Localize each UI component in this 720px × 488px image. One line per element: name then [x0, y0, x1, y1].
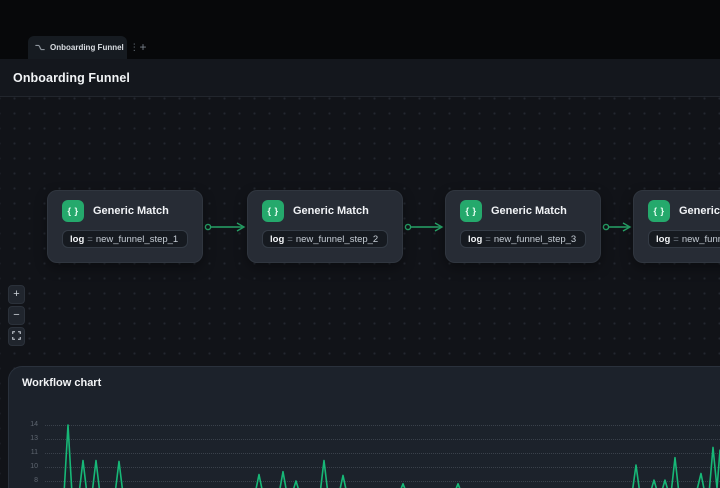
param-key: log	[468, 233, 483, 245]
zoom-in-button[interactable]: +	[8, 285, 25, 304]
chart-title: Workflow chart	[22, 377, 102, 389]
tab-label: Onboarding Funnel	[50, 43, 124, 52]
chart-gridline	[45, 467, 720, 468]
y-axis-tick-label: 11	[30, 449, 38, 456]
tab-onboarding-funnel[interactable]: Onboarding Funnel ⋮	[28, 36, 139, 59]
node-generic-match-3[interactable]: { } Generic Match log = new_funnel_step_…	[445, 190, 601, 263]
y-axis-tick-label: 14	[30, 421, 38, 428]
node-title: Generic Match	[679, 205, 720, 217]
node-header: { } Generic Match	[62, 200, 188, 222]
chart-gridline	[45, 481, 720, 482]
fit-view-button[interactable]	[8, 327, 25, 346]
param-equals: =	[673, 233, 679, 245]
workflow-edge[interactable]	[404, 222, 444, 232]
node-param-pill: log = new_funnel_step_2	[262, 230, 388, 248]
workflow-chart	[63, 424, 720, 488]
node-header: { } Generic Match	[648, 200, 720, 222]
node-generic-match-4[interactable]: { } Generic Match log = new_funnel_step_…	[633, 190, 720, 263]
param-value: new_funnel_step_1	[95, 233, 179, 245]
node-title: Generic Match	[93, 205, 169, 217]
tab-menu-icon[interactable]: ⋮	[129, 42, 139, 52]
fit-view-icon	[12, 331, 21, 340]
param-key: log	[656, 233, 671, 245]
braces-icon: { }	[648, 200, 670, 222]
chart-line	[63, 424, 720, 488]
node-param-pill: log = new_funnel_step_1	[62, 230, 188, 248]
node-header: { } Generic Match	[460, 200, 586, 222]
param-equals: =	[87, 233, 93, 245]
page-title: Onboarding Funnel	[13, 70, 130, 85]
chart-gridline	[45, 425, 720, 426]
tab-strip: Onboarding Funnel ⋮ +	[0, 0, 720, 59]
node-param-pill: log = new_funnel_step_3	[460, 230, 586, 248]
node-title: Generic Match	[491, 205, 567, 217]
param-equals: =	[485, 233, 491, 245]
braces-icon: { }	[460, 200, 482, 222]
workflow-edge[interactable]	[602, 222, 632, 232]
param-value: new_funnel_step_3	[493, 233, 577, 245]
param-value: new_funnel_step_4	[681, 233, 720, 245]
node-generic-match-2[interactable]: { } Generic Match log = new_funnel_step_…	[247, 190, 403, 263]
canvas-zoom-controls: + −	[8, 285, 25, 346]
param-key: log	[70, 233, 85, 245]
node-title: Generic Match	[293, 205, 369, 217]
y-axis-tick-label: 8	[34, 477, 38, 484]
braces-icon: { }	[62, 200, 84, 222]
param-key: log	[270, 233, 285, 245]
workflow-chart-panel: Workflow chart 14 13 11 10 8	[8, 366, 720, 488]
workflow-edge[interactable]	[204, 222, 246, 232]
node-param-pill: log = new_funnel_step_4	[648, 230, 720, 248]
chart-gridline	[45, 439, 720, 440]
node-header: { } Generic Match	[262, 200, 388, 222]
param-value: new_funnel_step_2	[295, 233, 379, 245]
workflow-icon	[35, 43, 45, 52]
param-equals: =	[287, 233, 293, 245]
new-tab-button[interactable]: +	[139, 40, 147, 54]
node-generic-match-1[interactable]: { } Generic Match log = new_funnel_step_…	[47, 190, 203, 263]
zoom-out-button[interactable]: −	[8, 306, 25, 325]
page-header: Onboarding Funnel	[0, 59, 720, 97]
y-axis-tick-label: 10	[30, 463, 38, 470]
y-axis-tick-label: 13	[30, 435, 38, 442]
braces-icon: { }	[262, 200, 284, 222]
chart-gridline	[45, 453, 720, 454]
